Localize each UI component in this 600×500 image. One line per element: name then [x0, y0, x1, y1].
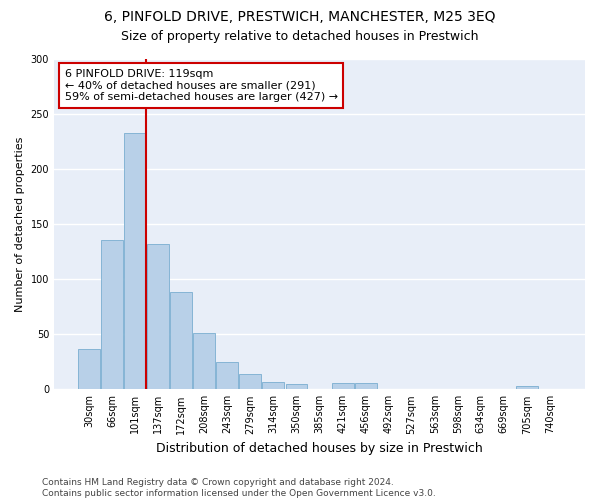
Bar — [239, 374, 262, 390]
Bar — [217, 362, 238, 390]
Bar — [193, 333, 215, 390]
Bar — [262, 382, 284, 390]
Text: 6 PINFOLD DRIVE: 119sqm
← 40% of detached houses are smaller (291)
59% of semi-d: 6 PINFOLD DRIVE: 119sqm ← 40% of detache… — [65, 69, 338, 102]
Text: 6, PINFOLD DRIVE, PRESTWICH, MANCHESTER, M25 3EQ: 6, PINFOLD DRIVE, PRESTWICH, MANCHESTER,… — [104, 10, 496, 24]
Bar — [170, 292, 192, 390]
Bar — [516, 386, 538, 390]
Bar — [124, 133, 146, 390]
Bar — [78, 348, 100, 390]
Bar — [101, 240, 123, 390]
Y-axis label: Number of detached properties: Number of detached properties — [15, 136, 25, 312]
X-axis label: Distribution of detached houses by size in Prestwich: Distribution of detached houses by size … — [156, 442, 483, 455]
Text: Size of property relative to detached houses in Prestwich: Size of property relative to detached ho… — [121, 30, 479, 43]
Text: Contains HM Land Registry data © Crown copyright and database right 2024.
Contai: Contains HM Land Registry data © Crown c… — [42, 478, 436, 498]
Bar — [286, 384, 307, 390]
Bar — [332, 382, 353, 390]
Bar — [355, 382, 377, 390]
Bar — [147, 244, 169, 390]
